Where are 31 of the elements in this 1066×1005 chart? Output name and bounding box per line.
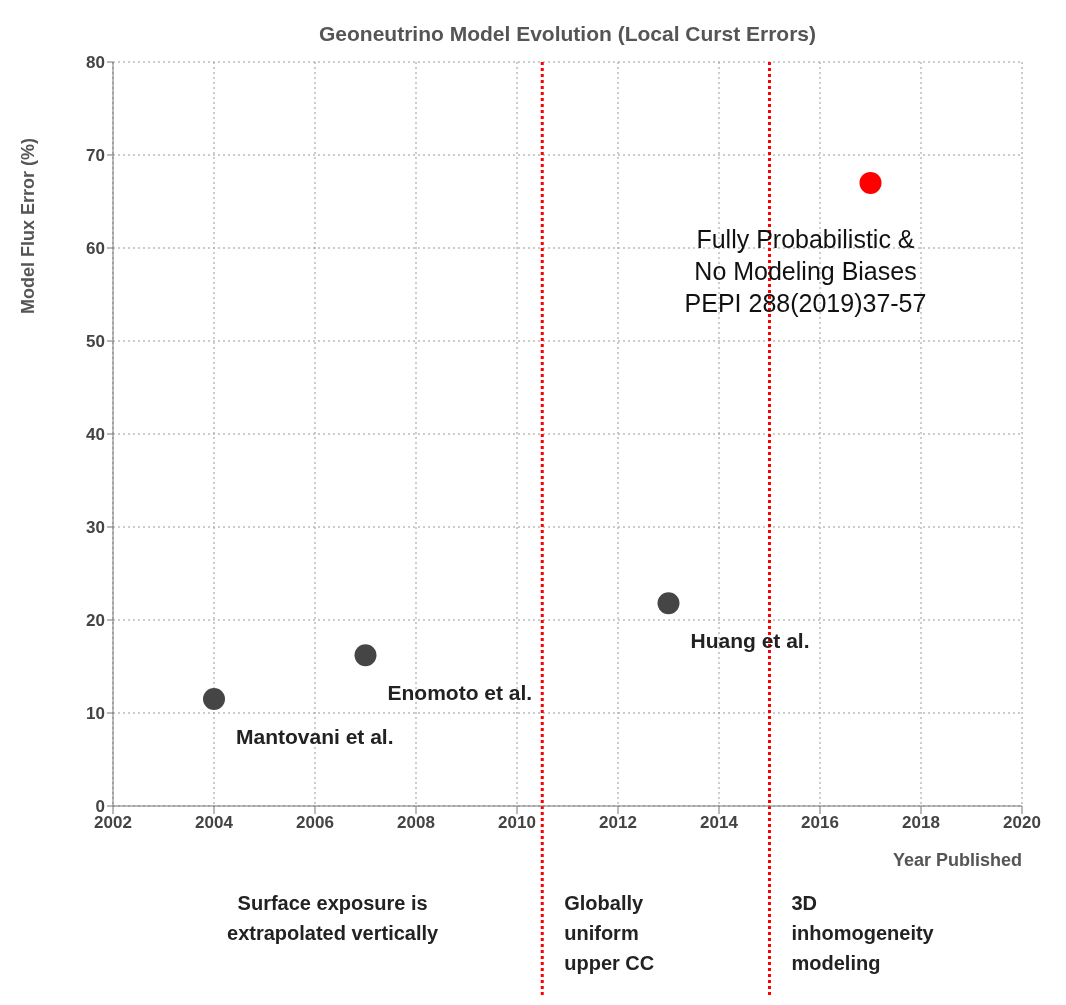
y-tick-label: 50 bbox=[86, 332, 105, 352]
x-tick-label: 2014 bbox=[700, 813, 739, 833]
point bbox=[354, 644, 377, 667]
annotation: Enomoto et al. bbox=[387, 681, 533, 706]
point bbox=[657, 592, 680, 615]
y-tick-label: 40 bbox=[86, 425, 105, 445]
x-tick-label: 2016 bbox=[801, 813, 839, 833]
x-tick-label: 2008 bbox=[397, 813, 435, 833]
y-tick-label: 30 bbox=[86, 518, 105, 538]
annotation: Mantovani et al. bbox=[236, 725, 394, 750]
chart-title: Geoneutrino Model Evolution (Local Curst Errors) bbox=[318, 22, 817, 46]
y-tick-label: 10 bbox=[86, 704, 105, 724]
y-tick-label: 70 bbox=[86, 146, 105, 166]
point bbox=[203, 688, 225, 711]
x-tick-label: 2020 bbox=[1003, 813, 1041, 833]
x-axis-title: Year Published bbox=[892, 850, 1022, 870]
y-axis-title: Model Flux Error (%) bbox=[18, 137, 39, 314]
x-tick-label: 2018 bbox=[902, 813, 940, 833]
text: Globally uniform upper CC bbox=[563, 891, 656, 976]
x-tick-label: 2012 bbox=[599, 813, 637, 833]
x-tick-label: 2010 bbox=[498, 813, 536, 833]
text: Surface exposure is extrapolated vertically bbox=[226, 891, 440, 946]
y-tick-label: 80 bbox=[86, 53, 105, 73]
annotation: Fully Probabilistic & No Modeling Biases PEPI 288(2019)37-57 bbox=[683, 223, 928, 319]
x-tick-label: 2006 bbox=[296, 813, 334, 833]
annotation: Huang et al. bbox=[690, 629, 810, 654]
x-tick-label: 2004 bbox=[195, 813, 234, 833]
point bbox=[859, 171, 882, 194]
y-tick-label: 60 bbox=[86, 239, 105, 259]
text: 3D inhomogeneity modeling bbox=[790, 891, 935, 976]
y-tick-label: 20 bbox=[86, 611, 105, 631]
